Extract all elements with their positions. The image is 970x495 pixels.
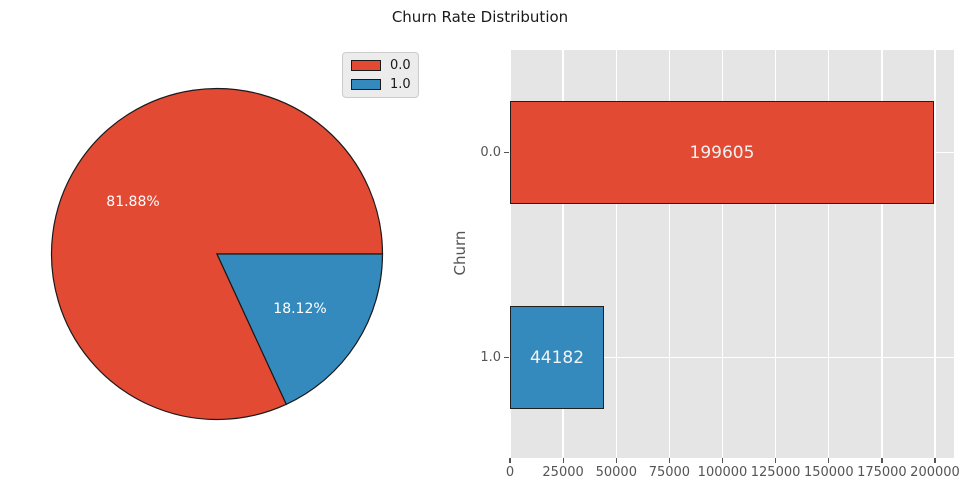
gridline-x-200000 xyxy=(934,50,936,458)
xtick-mark-0 xyxy=(509,458,511,463)
xtick-label-6: 150000 xyxy=(803,465,854,480)
legend-swatch-red xyxy=(351,60,381,71)
pie-chart: 81.88% 18.12% xyxy=(50,87,384,421)
legend-label-0: 0.0 xyxy=(390,58,411,73)
xtick-label-8: 200000 xyxy=(910,465,960,480)
xtick-label-7: 175000 xyxy=(857,465,907,480)
pie-pct-label-1: 18.12% xyxy=(273,301,326,317)
ytick-label-1: 1.0 xyxy=(480,350,501,365)
gridline-x-125000 xyxy=(774,50,777,458)
bar-churn-1: 44182 xyxy=(510,306,604,409)
xtick-mark-1 xyxy=(562,458,564,463)
legend-item-0: 0.0 xyxy=(351,58,411,73)
xtick-label-5: 125000 xyxy=(750,465,801,480)
bar-churn-0: 199605 xyxy=(510,101,934,204)
chart-title: Churn Rate Distribution xyxy=(391,8,569,26)
gridline-y-1 xyxy=(510,356,954,359)
legend-item-1: 1.0 xyxy=(351,77,411,92)
y-axis-label: Churn xyxy=(451,230,469,276)
xtick-label-1: 25000 xyxy=(542,465,584,480)
bar-plot-area: 199605 44182 xyxy=(509,50,954,458)
gridline-x-150000 xyxy=(828,50,830,458)
xtick-mark-7 xyxy=(881,458,883,463)
legend-label-1: 1.0 xyxy=(390,77,411,92)
gridline-x-100000 xyxy=(721,50,724,458)
gridline-x-50000 xyxy=(615,50,617,458)
gridline-x-25000 xyxy=(562,50,564,458)
xtick-mark-3 xyxy=(668,458,671,463)
xtick-label-3: 75000 xyxy=(648,465,691,480)
gridline-x-75000 xyxy=(668,50,671,458)
pie-pct-label-0: 81.88% xyxy=(106,194,159,210)
legend: 0.0 1.0 xyxy=(342,52,419,98)
xtick-label-0: 0 xyxy=(505,465,515,480)
xtick-mark-4 xyxy=(721,458,724,463)
ytick-label-0: 0.0 xyxy=(480,145,501,160)
ytick-mark-0 xyxy=(504,152,509,154)
gridline-x-0 xyxy=(509,50,511,458)
bar-value-1: 44182 xyxy=(529,347,585,368)
xtick-label-2: 50000 xyxy=(595,465,637,480)
ytick-mark-1 xyxy=(504,357,509,359)
gridline-x-175000 xyxy=(881,50,883,458)
xtick-mark-6 xyxy=(828,458,830,463)
xtick-mark-5 xyxy=(775,458,777,463)
bar-value-0: 199605 xyxy=(689,142,755,163)
xtick-mark-8 xyxy=(934,458,936,463)
xtick-mark-2 xyxy=(615,458,617,463)
legend-swatch-blue xyxy=(351,79,381,90)
pie-wedge-churn-1 xyxy=(216,253,384,406)
xtick-label-4: 100000 xyxy=(697,465,748,480)
